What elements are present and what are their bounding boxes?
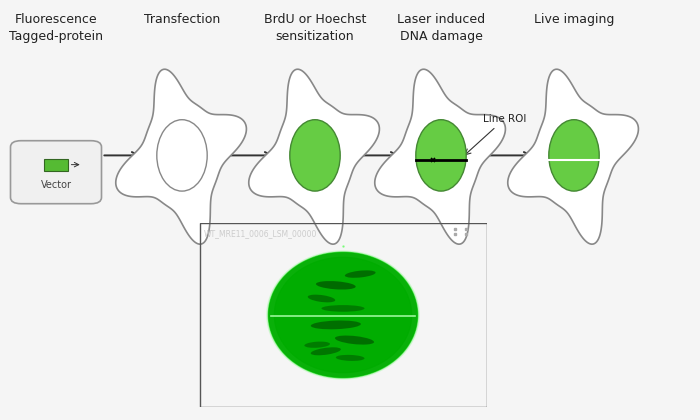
Text: BrdU or Hoechst
sensitization: BrdU or Hoechst sensitization — [264, 13, 366, 42]
Text: Fluorescence
Tagged-protein: Fluorescence Tagged-protein — [9, 13, 103, 42]
Ellipse shape — [336, 355, 365, 361]
Polygon shape — [267, 251, 419, 379]
Ellipse shape — [335, 336, 374, 344]
Text: WT_MRE11_0006_LSM_00000: WT_MRE11_0006_LSM_00000 — [204, 229, 317, 238]
Polygon shape — [508, 69, 638, 244]
Ellipse shape — [416, 120, 466, 191]
Text: Line ROI: Line ROI — [465, 114, 526, 155]
Ellipse shape — [345, 270, 376, 278]
Polygon shape — [268, 252, 418, 378]
FancyBboxPatch shape — [10, 141, 102, 204]
Text: Live imaging: Live imaging — [534, 13, 614, 26]
Polygon shape — [374, 69, 505, 244]
Ellipse shape — [157, 120, 207, 191]
Polygon shape — [248, 69, 379, 244]
Ellipse shape — [321, 305, 365, 312]
Ellipse shape — [304, 341, 330, 348]
Ellipse shape — [268, 252, 418, 378]
Polygon shape — [116, 69, 246, 244]
Ellipse shape — [316, 281, 356, 289]
Text: Laser induced
DNA damage: Laser induced DNA damage — [397, 13, 485, 42]
Text: Vector: Vector — [41, 180, 71, 190]
Ellipse shape — [549, 120, 599, 191]
Ellipse shape — [290, 120, 340, 191]
Ellipse shape — [311, 347, 341, 355]
Ellipse shape — [311, 320, 361, 329]
Ellipse shape — [308, 295, 335, 302]
Text: Transfection: Transfection — [144, 13, 220, 26]
FancyBboxPatch shape — [44, 159, 68, 171]
Polygon shape — [274, 257, 412, 373]
